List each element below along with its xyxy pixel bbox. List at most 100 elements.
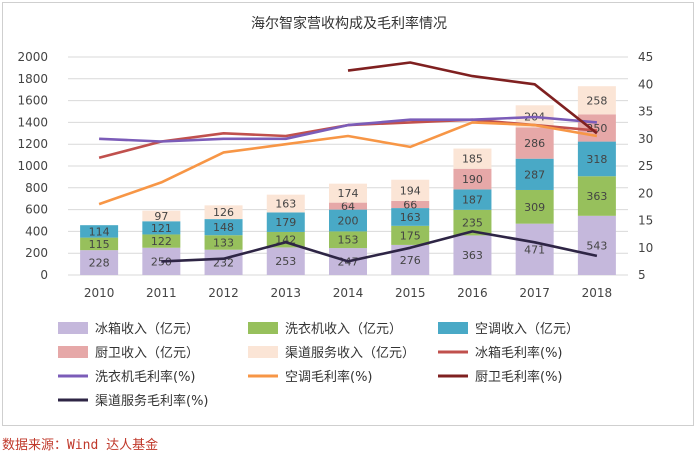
bar-segment [80, 237, 119, 251]
series-line [98, 121, 598, 206]
bar-segment [577, 86, 616, 115]
bar-segment [453, 168, 492, 190]
legend: 冰箱收入（亿元） 洗衣机收入（亿元） 空调收入（亿元） 厨卫收入（亿元） 渠道服务收入（… [58, 321, 579, 409]
x-tick-label: 2014 [333, 286, 364, 300]
legend-item: 冰箱收入（亿元） [58, 321, 199, 337]
bar-segment [329, 209, 367, 232]
x-tick-label: 2018 [582, 286, 613, 300]
bar-segment [266, 247, 305, 275]
bar-data-label: 235 [462, 217, 483, 230]
y-tick-label: 1800 [17, 72, 48, 86]
bar-data-label: 175 [400, 229, 421, 242]
legend-label: 洗衣机毛利率(%) [95, 369, 196, 385]
bar-segment [204, 235, 243, 250]
bar-data-label: 97 [154, 210, 168, 223]
x-tick-label: 2016 [457, 286, 488, 300]
legend-label: 冰箱收入（亿元） [95, 321, 199, 337]
bar-data-label: 66 [403, 198, 417, 211]
bar-data-label: 471 [524, 243, 545, 256]
bar-segment [391, 179, 430, 201]
bar-data-label: 318 [586, 153, 607, 166]
legend-swatch [248, 322, 278, 334]
bar-segment [577, 141, 616, 177]
bar-segment [204, 205, 243, 220]
axes: 0 200 400 600 800 1000 1200 1400 1600 1800 2000 5 10… [17, 50, 653, 300]
legend-label: 空调毛利率(%) [285, 369, 373, 385]
chart-frame: 海尔智家营收构成及毛利率情况 228 250 232 253 247 276 363 471 5… [2, 2, 694, 426]
y2-tick-label: 5 [638, 268, 646, 282]
y-tick-label: 2000 [17, 50, 48, 64]
bar-segment [577, 114, 616, 142]
legend-item: 洗衣机毛利率(%) [58, 369, 196, 385]
bar-data-label: 190 [462, 173, 483, 186]
bar-data-label: 115 [89, 238, 110, 251]
bar-segment [142, 234, 181, 248]
legend-label: 厨卫毛利率(%) [475, 369, 563, 385]
series-line [347, 61, 598, 135]
legend-label: 冰箱毛利率(%) [475, 345, 563, 361]
legend-item: 渠道服务毛利率(%) [58, 393, 209, 409]
bar-segment [266, 212, 305, 232]
bar-data-label: 200 [338, 215, 359, 228]
y2-tick-label: 35 [638, 105, 653, 119]
legend-label: 空调收入（亿元） [475, 322, 579, 337]
bar-data-label: 133 [213, 236, 234, 249]
legend-label: 洗衣机收入（亿元） [285, 321, 402, 337]
legend-item: 洗衣机收入（亿元） [248, 321, 402, 337]
y-tick-label: 800 [25, 181, 48, 195]
bar-data-label: 153 [338, 234, 359, 247]
chart-title: 海尔智家营收构成及毛利率情况 [251, 15, 447, 32]
bar-data-label: 276 [400, 254, 421, 267]
bar-data-label: 363 [462, 249, 483, 262]
bar-segment [391, 208, 430, 226]
bar-data-label: 187 [462, 194, 483, 207]
x-tick-label: 2011 [146, 286, 177, 300]
bar-segment [391, 200, 430, 209]
source-note: 数据来源：Wind 达人基金 [2, 438, 159, 453]
y-tick-label: 1600 [17, 94, 48, 108]
legend-swatch [438, 322, 468, 334]
bar-segment [80, 225, 119, 238]
bar-data-label: 179 [275, 216, 296, 229]
x-tick-label: 2010 [84, 286, 115, 300]
y2-tick-label: 25 [638, 159, 653, 173]
bar-data-label: 363 [586, 190, 607, 203]
y-tick-label: 0 [40, 268, 48, 282]
bar-data-label: 174 [338, 187, 359, 200]
bar-data-label: 543 [586, 239, 607, 252]
y2-tick-label: 20 [638, 186, 653, 200]
bar-segment [391, 225, 430, 245]
bar-segment [204, 249, 243, 275]
y-tick-label: 1000 [17, 159, 48, 173]
bar-data-label: 185 [462, 153, 483, 166]
bar-segment [515, 158, 554, 190]
legend-swatch [58, 322, 88, 334]
bar-segment [515, 189, 554, 224]
bar-segment [453, 235, 492, 275]
chart: 海尔智家营收构成及毛利率情况 228 250 232 253 247 276 363 471 5… [17, 15, 653, 409]
bar-segment [453, 148, 492, 169]
legend-label: 渠道服务毛利率(%) [95, 393, 209, 409]
legend-item: 渠道服务收入（亿元） [248, 345, 415, 361]
y-tick-label: 1400 [17, 115, 48, 129]
legend-item: 厨卫收入（亿元） [58, 346, 199, 361]
y2-tick-label: 45 [638, 50, 653, 64]
y-tick-label: 200 [25, 246, 48, 260]
y2-tick-label: 30 [638, 132, 653, 146]
bar-segment [453, 189, 492, 210]
bar-data-label: 286 [524, 137, 545, 150]
legend-item: 厨卫毛利率(%) [438, 369, 563, 385]
series-line [99, 115, 598, 143]
y-tick-label: 1200 [17, 137, 48, 151]
margin-lines [98, 61, 598, 263]
bar-segment [577, 215, 616, 275]
bar-segment [142, 221, 181, 235]
series-line [161, 230, 598, 263]
bar-segment [577, 176, 616, 216]
bar-data-label: 148 [213, 221, 234, 234]
bar-data-label: 258 [586, 94, 607, 107]
bar-segment [329, 231, 367, 249]
bar-data-label: 122 [151, 235, 172, 248]
legend-label: 厨卫收入（亿元） [95, 346, 199, 361]
